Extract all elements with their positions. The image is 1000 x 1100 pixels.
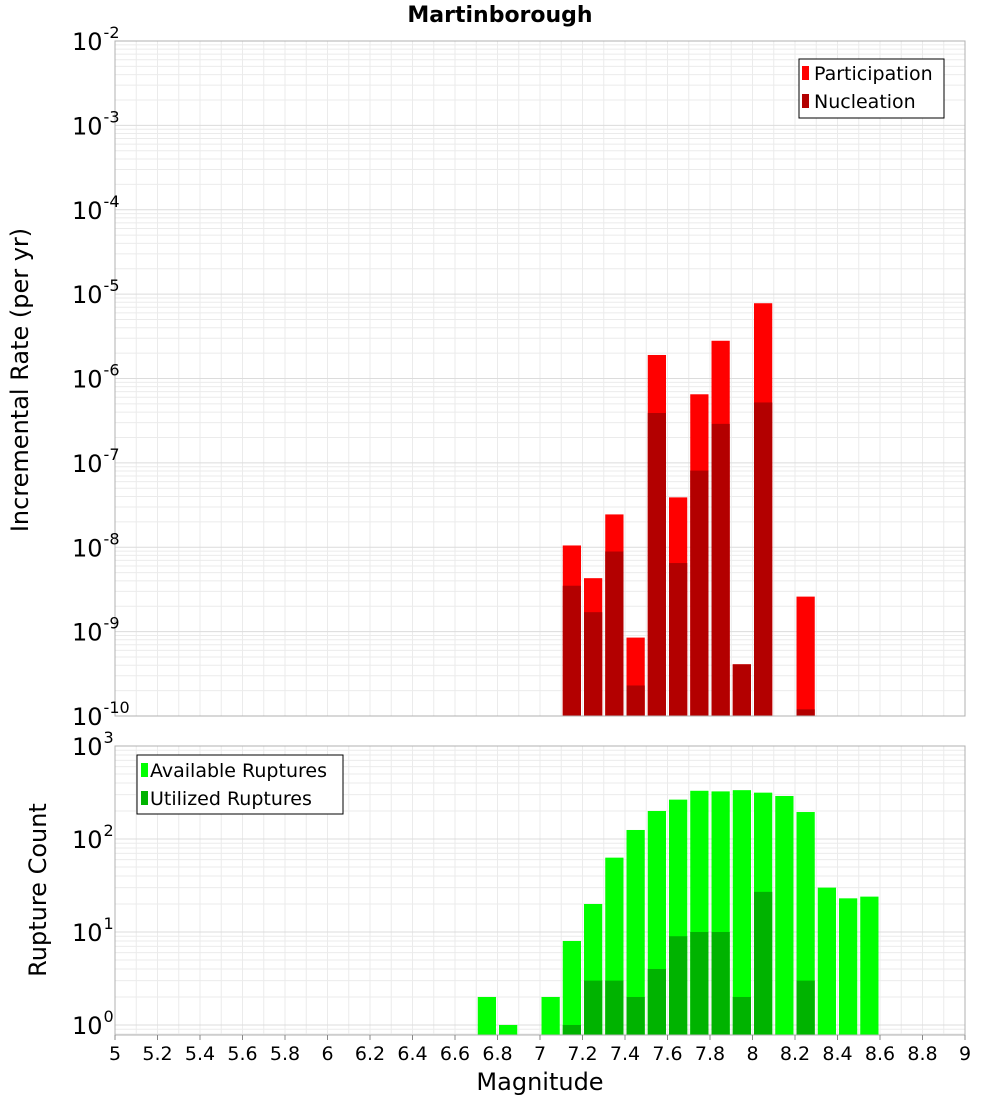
available-bar bbox=[626, 829, 645, 1035]
utilized-bar bbox=[669, 936, 688, 1035]
top-y-tick-label: 10-9 bbox=[72, 614, 120, 647]
x-tick-label: 8.2 bbox=[780, 1043, 810, 1065]
top-y-tick-label: 10-4 bbox=[72, 192, 120, 225]
nucleation-legend-label: Nucleation bbox=[814, 91, 916, 113]
top-y-tick-label: 10-5 bbox=[72, 276, 120, 309]
x-tick-label: 7.4 bbox=[610, 1043, 640, 1065]
utilized-bar bbox=[562, 1024, 581, 1035]
bottom-legend: Available Ruptures Utilized Ruptures bbox=[136, 754, 344, 815]
nucleation-bar bbox=[562, 585, 581, 716]
bottom-y-tick-label: 100 bbox=[72, 1007, 114, 1040]
top-y-tick-label: 10-8 bbox=[72, 529, 120, 562]
utilized-bar bbox=[647, 968, 666, 1035]
nucleation-bar bbox=[732, 664, 751, 716]
x-tick-label: 6.8 bbox=[482, 1043, 512, 1065]
participation-legend-swatch bbox=[802, 66, 809, 80]
available-bar bbox=[477, 996, 496, 1035]
utilized-bar bbox=[626, 996, 645, 1035]
bottom-y-tick-label: 102 bbox=[72, 821, 114, 854]
bottom-y-tick-label: 101 bbox=[72, 914, 114, 947]
x-tick-label: 8.6 bbox=[865, 1043, 895, 1065]
top-y-tick-label: 10-10 bbox=[72, 698, 130, 731]
utilized-bar bbox=[690, 931, 709, 1035]
available-bar bbox=[562, 940, 581, 1035]
bottom-legend-box bbox=[136, 754, 344, 815]
available-bar bbox=[817, 887, 836, 1035]
top-gridlines bbox=[114, 40, 966, 717]
x-tick-label: 8.4 bbox=[822, 1043, 852, 1065]
x-tick-label: 5.6 bbox=[227, 1043, 257, 1065]
nucleation-bar bbox=[584, 612, 603, 716]
x-tick-label: 5.8 bbox=[270, 1043, 300, 1065]
utilized-bar bbox=[711, 931, 730, 1035]
available-bar bbox=[860, 896, 879, 1035]
x-tick-label: 7.8 bbox=[695, 1043, 725, 1065]
bottom-y-tick-label: 103 bbox=[72, 728, 114, 761]
available-legend-swatch bbox=[141, 763, 148, 777]
top-y-tick-label: 10-6 bbox=[72, 361, 120, 394]
x-tick-label: 5.2 bbox=[142, 1043, 172, 1065]
available-bar bbox=[775, 795, 794, 1035]
available-bar bbox=[839, 898, 858, 1035]
x-tick-label: 7.2 bbox=[567, 1043, 597, 1065]
x-tick-label: 7.6 bbox=[652, 1043, 682, 1065]
utilized-bar bbox=[796, 980, 815, 1035]
x-tick-label: 6.2 bbox=[355, 1043, 385, 1065]
bottom-y-tick-labels: 103 102 101 100 bbox=[72, 728, 114, 1040]
nucleation-bar bbox=[647, 413, 666, 716]
x-tick-label: 6.6 bbox=[440, 1043, 470, 1065]
top-y-tick-label: 10-3 bbox=[72, 107, 120, 140]
x-tick-label: 6 bbox=[321, 1043, 333, 1065]
available-bar bbox=[541, 996, 560, 1035]
x-tick-label: 5.4 bbox=[185, 1043, 215, 1065]
x-tick-label: 6.4 bbox=[397, 1043, 427, 1065]
available-bar bbox=[732, 790, 751, 1035]
chart-title: Martinborough bbox=[407, 3, 592, 28]
top-y-tick-label: 10-7 bbox=[72, 445, 120, 478]
utilized-bar bbox=[605, 980, 624, 1035]
top-bars bbox=[562, 303, 815, 716]
nucleation-bar bbox=[626, 685, 645, 716]
participation-legend-label: Participation bbox=[814, 63, 933, 85]
x-tick-label: 7 bbox=[534, 1043, 546, 1065]
bottom-bars bbox=[477, 790, 879, 1035]
nucleation-bar bbox=[711, 423, 730, 716]
nucleation-bar bbox=[754, 402, 773, 716]
utilized-bar bbox=[732, 996, 751, 1035]
top-legend-box bbox=[798, 58, 945, 119]
top-legend: Participation Nucleation bbox=[798, 58, 945, 119]
nucleation-bar bbox=[796, 709, 815, 716]
utilized-bar bbox=[584, 980, 603, 1035]
top-plot-frame bbox=[114, 40, 966, 717]
available-bar bbox=[796, 812, 815, 1035]
x-tick-label: 9 bbox=[959, 1043, 971, 1065]
nucleation-bar bbox=[669, 563, 688, 716]
participation-bar bbox=[796, 596, 815, 716]
top-y-axis-label: Incremental Rate (per yr) bbox=[6, 228, 34, 532]
x-tick-labels: 5 5.2 5.4 5.6 5.8 6 6.2 6.4 6.6 6.8 7 7.2 7.4 7.6 7.8 8… bbox=[109, 1035, 971, 1065]
utilized-legend-label: Utilized Ruptures bbox=[150, 788, 312, 810]
available-legend-label: Available Ruptures bbox=[150, 760, 327, 782]
bottom-y-axis-label: Rupture Count bbox=[24, 803, 52, 977]
top-y-tick-label: 10-2 bbox=[72, 23, 120, 56]
x-axis-label: Magnitude bbox=[476, 1068, 603, 1096]
nucleation-bar bbox=[605, 551, 624, 716]
x-tick-label: 8 bbox=[746, 1043, 758, 1065]
available-bar bbox=[499, 1024, 518, 1035]
x-tick-label: 5 bbox=[109, 1043, 121, 1065]
nucleation-legend-swatch bbox=[802, 94, 809, 108]
utilized-legend-swatch bbox=[141, 791, 148, 805]
top-y-tick-labels: 10-2 10-3 10-4 10-5 10-6 10-7 10-8 10-9 10-10 bbox=[72, 23, 130, 731]
x-tick-label: 8.8 bbox=[907, 1043, 937, 1065]
utilized-bar bbox=[754, 891, 773, 1035]
nucleation-bar bbox=[690, 470, 709, 716]
